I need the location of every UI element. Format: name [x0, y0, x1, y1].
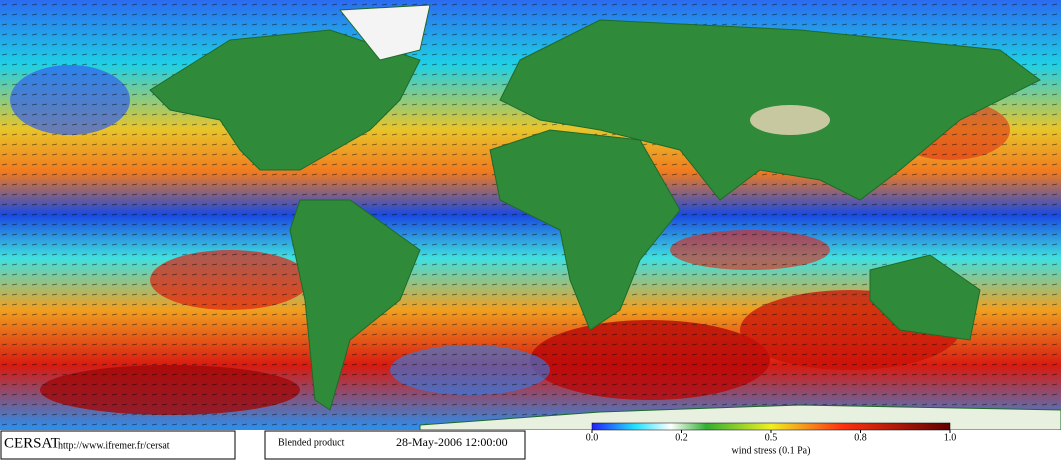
- tick-label: 1.0: [944, 432, 957, 443]
- url: http://www.ifremer.fr/cersat: [58, 440, 170, 451]
- tick-label: 0.0: [586, 432, 599, 443]
- date: 28-May-2006 12:00:00: [396, 435, 508, 449]
- colorbar: [591, 422, 951, 431]
- product-box: [264, 430, 526, 460]
- info-box: [0, 430, 236, 460]
- tick-label: 0.5: [765, 432, 778, 443]
- logo: CERSAT: [4, 435, 60, 451]
- land: [149, 4, 1061, 431]
- tick-label: 0.2: [675, 432, 688, 443]
- tick-label: 0.8: [854, 432, 867, 443]
- footer: CERSAT http://www.ifremer.fr/cersat Blen…: [0, 422, 1061, 462]
- product: Blended product: [278, 437, 345, 448]
- colorbar-label: wind stress (0.1 Pa): [732, 445, 811, 456]
- colorbar-ticks: 0.0 0.2 0.5 0.8 1.0: [586, 430, 957, 443]
